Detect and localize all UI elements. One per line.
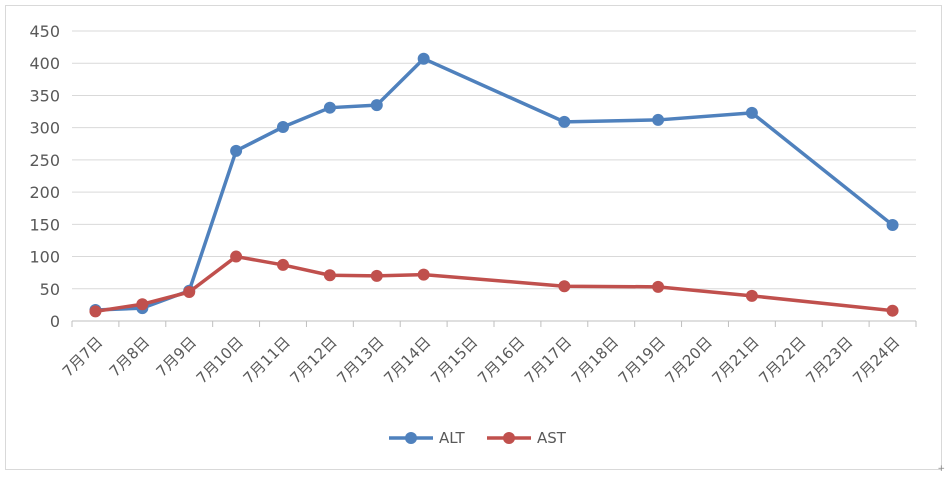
data-point-ast bbox=[89, 305, 102, 318]
x-tick-label: 7月7日 bbox=[59, 333, 106, 380]
x-tick-label: 7月12日 bbox=[287, 333, 341, 387]
data-point-ast bbox=[136, 298, 149, 311]
data-point-alt bbox=[417, 52, 430, 65]
data-point-ast bbox=[277, 258, 289, 271]
y-tick-label: 350 bbox=[29, 86, 60, 105]
x-tick-label: 7月17日 bbox=[521, 333, 575, 387]
data-point-alt bbox=[886, 218, 899, 231]
y-tick-label: 100 bbox=[29, 248, 60, 267]
chart-frame: 0 50 100 150 200 250 300 350 400 450 7月7日 7月8日 7月9日… bbox=[5, 5, 942, 470]
data-point-alt bbox=[652, 113, 665, 126]
legend-label: AST bbox=[537, 429, 567, 447]
legend-label: ALT bbox=[439, 429, 466, 447]
x-tick-label: 7月11日 bbox=[240, 333, 294, 387]
gridlines bbox=[71, 30, 917, 327]
x-tick-label: 7月13日 bbox=[333, 333, 387, 387]
x-tick-label: 7月14日 bbox=[380, 333, 434, 387]
corner-mark: + bbox=[937, 464, 945, 474]
x-tick-label: 7月15日 bbox=[427, 333, 481, 387]
series-line-ast bbox=[93, 254, 895, 314]
y-tick-label: 50 bbox=[40, 280, 60, 299]
data-point-alt bbox=[277, 121, 289, 134]
x-tick-label: 7月16日 bbox=[474, 333, 528, 387]
y-tick-label: 0 bbox=[50, 312, 60, 331]
legend-swatch-marker bbox=[405, 432, 417, 444]
x-tick-label: 7月24日 bbox=[849, 333, 903, 387]
y-axis-ticks: 0 50 100 150 200 250 300 350 400 450 bbox=[29, 22, 60, 331]
legend-item-alt: ALT bbox=[389, 429, 466, 447]
x-tick-label: 7月10日 bbox=[193, 333, 247, 387]
data-point-ast bbox=[323, 269, 336, 282]
y-tick-label: 400 bbox=[29, 54, 60, 73]
x-tick-label: 7月18日 bbox=[568, 333, 622, 387]
data-point-alt bbox=[370, 99, 383, 112]
data-point-ast bbox=[230, 250, 243, 263]
data-point-alt bbox=[323, 101, 336, 114]
x-tick-label: 7月8日 bbox=[106, 333, 153, 380]
y-tick-label: 150 bbox=[29, 215, 60, 234]
y-tick-label: 250 bbox=[29, 151, 60, 170]
data-point-ast bbox=[886, 304, 899, 317]
legend: ALT AST bbox=[389, 429, 567, 447]
y-tick-label: 450 bbox=[29, 22, 60, 41]
data-point-ast bbox=[745, 289, 758, 302]
y-tick-label: 300 bbox=[29, 119, 60, 138]
x-tick-label: 7月22日 bbox=[755, 333, 809, 387]
legend-item-ast: AST bbox=[487, 429, 567, 447]
data-point-alt bbox=[230, 144, 243, 157]
x-axis-ticks: 7月7日 7月8日 7月9日7月10日7月11日7月12日7月13日7月14日7月1… bbox=[59, 333, 904, 387]
legend-swatch-marker bbox=[503, 432, 515, 444]
data-point-ast bbox=[417, 268, 430, 281]
x-tick-label: 7月20日 bbox=[662, 333, 716, 387]
x-tick-label: 7月19日 bbox=[615, 333, 669, 387]
y-tick-label: 200 bbox=[29, 183, 60, 202]
x-tick-label: 7月21日 bbox=[709, 333, 763, 387]
series-layer bbox=[89, 52, 899, 318]
data-point-alt bbox=[745, 106, 758, 119]
data-point-ast bbox=[652, 280, 665, 293]
x-tick-label: 7月23日 bbox=[802, 333, 856, 387]
data-point-ast bbox=[558, 280, 571, 293]
line-chart: 0 50 100 150 200 250 300 350 400 450 7月7日 7月8日 7月9日… bbox=[29, 22, 917, 447]
data-point-ast bbox=[183, 286, 196, 298]
data-point-ast bbox=[370, 269, 383, 282]
data-point-alt bbox=[558, 115, 571, 128]
